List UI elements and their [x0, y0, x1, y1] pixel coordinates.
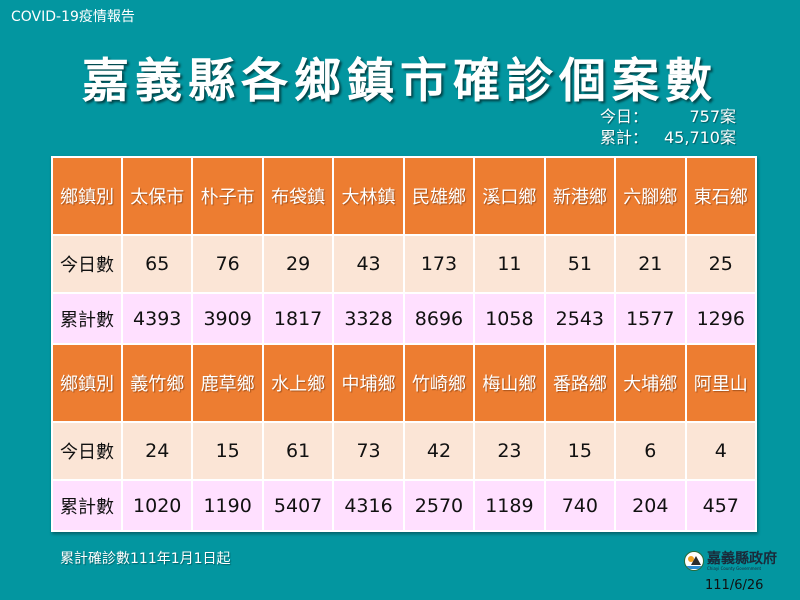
row-label-town: 鄉鎮別 [51, 343, 123, 423]
town-name: 大埔鄉 [614, 343, 687, 423]
cumulative-count: 5407 [261, 479, 335, 532]
town-name: 六腳鄉 [614, 156, 687, 236]
cumulative-count: 204 [614, 479, 687, 532]
town-name: 梅山鄉 [473, 343, 546, 423]
today-count-row: 今日數 65 76 29 43 173 11 51 21 25 [51, 234, 757, 294]
report-label: COVID-19疫情報告 [11, 9, 135, 25]
org-name-cn: 嘉義縣政府 [707, 550, 777, 567]
cumulative-count: 3909 [191, 292, 264, 345]
town-name: 阿里山 [684, 343, 757, 423]
cases-table-container: 鄉鎮別 太保市 朴子市 布袋鎮 大林鎮 民雄鄉 溪口鄉 新港鄉 六腳鄉 東石鄉 … [51, 156, 757, 532]
today-count: 65 [120, 234, 194, 294]
county-government-logo: 嘉義縣政府 Chiayi County Government [684, 551, 777, 571]
cumulative-count: 740 [543, 479, 617, 532]
town-name: 民雄鄉 [402, 156, 476, 236]
cumulative-count-row: 累計數 1020 1190 5407 4316 2570 1189 740 20… [51, 479, 757, 532]
page-title: 嘉義縣各鄉鎮市確診個案數 [82, 54, 718, 109]
cumulative-count: 8696 [402, 292, 476, 345]
town-name: 東石鄉 [684, 156, 757, 236]
cumulative-count: 3328 [332, 292, 405, 345]
today-count: 29 [261, 234, 335, 294]
cumulative-count: 1296 [684, 292, 757, 345]
chiayi-county-emblem-icon [684, 551, 704, 571]
town-name: 新港鄉 [543, 156, 617, 236]
cumulative-count: 1817 [261, 292, 335, 345]
cumulative-count: 1189 [473, 479, 546, 532]
cumulative-count: 1058 [473, 292, 546, 345]
town-name: 鹿草鄉 [191, 343, 264, 423]
today-count: 4 [684, 421, 757, 481]
row-label-today: 今日數 [51, 421, 123, 481]
town-name: 大林鎮 [332, 156, 405, 236]
cases-table: 鄉鎮別 太保市 朴子市 布袋鎮 大林鎮 民雄鄉 溪口鄉 新港鄉 六腳鄉 東石鄉 … [51, 156, 757, 532]
today-count: 15 [543, 421, 617, 481]
cumulative-count: 1020 [120, 479, 194, 532]
org-name-en: Chiayi County Government [707, 565, 762, 571]
summary-total-value: 45,710案 [664, 128, 736, 147]
cumulative-count: 4316 [332, 479, 405, 532]
today-count: 11 [473, 234, 546, 294]
cumulative-count-row: 累計數 4393 3909 1817 3328 8696 1058 2543 1… [51, 292, 757, 345]
today-count: 61 [261, 421, 335, 481]
today-count: 23 [473, 421, 546, 481]
cumulative-count: 2543 [543, 292, 617, 345]
cumulative-count: 2570 [402, 479, 476, 532]
town-name: 太保市 [120, 156, 194, 236]
row-label-cumulative: 累計數 [51, 292, 123, 345]
summary-today-value: 757案 [689, 107, 736, 126]
town-header-row: 鄉鎮別 太保市 朴子市 布袋鎮 大林鎮 民雄鄉 溪口鄉 新港鄉 六腳鄉 東石鄉 [51, 156, 757, 236]
cumulative-count: 4393 [120, 292, 194, 345]
summary-total-label: 累計： [600, 128, 649, 147]
town-header-row: 鄉鎮別 義竹鄉 鹿草鄉 水上鄉 中埔鄉 竹崎鄉 梅山鄉 番路鄉 大埔鄉 阿里山 [51, 343, 757, 423]
today-count: 73 [332, 421, 405, 481]
row-label-today: 今日數 [51, 234, 123, 294]
today-count-row: 今日數 24 15 61 73 42 23 15 6 4 [51, 421, 757, 481]
town-name: 番路鄉 [543, 343, 617, 423]
summary-total: 累計： 45,710案 [600, 127, 736, 148]
town-name: 布袋鎮 [261, 156, 335, 236]
town-name: 竹崎鄉 [402, 343, 476, 423]
cumulative-count: 457 [684, 479, 757, 532]
today-count: 43 [332, 234, 405, 294]
summary-today: 今日： 757案 [600, 106, 736, 127]
cumulative-count: 1577 [614, 292, 687, 345]
summary-panel: 今日： 757案 累計： 45,710案 [600, 106, 736, 148]
summary-today-label: 今日： [600, 107, 649, 126]
town-name: 中埔鄉 [332, 343, 405, 423]
today-count: 76 [191, 234, 264, 294]
town-name: 溪口鄉 [473, 156, 546, 236]
cumulative-count: 1190 [191, 479, 264, 532]
row-label-cumulative: 累計數 [51, 479, 123, 532]
today-count: 24 [120, 421, 194, 481]
today-count: 6 [614, 421, 687, 481]
today-count: 173 [402, 234, 476, 294]
today-count: 42 [402, 421, 476, 481]
today-count: 21 [614, 234, 687, 294]
cumulative-footnote: 累計確診數111年1月1日起 [60, 551, 231, 567]
today-count: 51 [543, 234, 617, 294]
town-name: 水上鄉 [261, 343, 335, 423]
today-count: 25 [684, 234, 757, 294]
today-count: 15 [191, 421, 264, 481]
town-name: 義竹鄉 [120, 343, 194, 423]
town-name: 朴子市 [191, 156, 264, 236]
row-label-town: 鄉鎮別 [51, 156, 123, 236]
report-date: 111/6/26 [705, 578, 764, 593]
